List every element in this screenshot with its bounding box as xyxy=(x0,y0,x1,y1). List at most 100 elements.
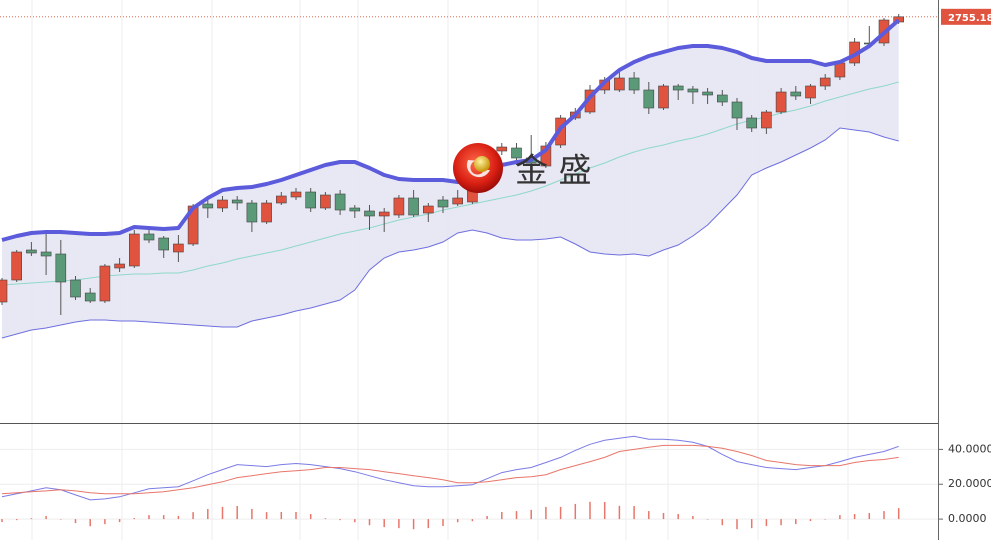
last-price-box xyxy=(941,8,991,25)
candle-body xyxy=(408,197,419,216)
histogram-bar xyxy=(736,519,738,530)
histogram-bar xyxy=(207,508,209,520)
histogram-bar xyxy=(324,518,327,520)
histogram-bar xyxy=(486,515,488,520)
candle-body xyxy=(834,62,846,78)
histogram-bar xyxy=(442,519,444,527)
histogram-bar xyxy=(221,506,224,520)
histogram-bar xyxy=(883,511,885,520)
histogram-bar xyxy=(74,519,77,524)
histogram-bar xyxy=(795,519,797,525)
candle-body xyxy=(437,199,449,208)
histogram-bar xyxy=(236,506,238,520)
histogram-bar xyxy=(677,514,679,520)
candle-body xyxy=(819,77,831,87)
histogram-bar xyxy=(192,512,194,520)
histogram-bar xyxy=(824,519,826,520)
histogram-bar xyxy=(368,519,371,526)
candle-body xyxy=(0,279,8,303)
candle-body xyxy=(202,203,214,209)
macd-line xyxy=(1,435,899,501)
histogram-bar xyxy=(89,519,91,527)
candle-body xyxy=(422,205,434,214)
candle-body xyxy=(452,197,464,205)
histogram-bar xyxy=(177,515,180,520)
histogram-bar xyxy=(471,519,474,522)
candle-body xyxy=(378,211,390,217)
band-line xyxy=(1,18,901,242)
histogram-bar xyxy=(721,519,724,526)
candle-body xyxy=(643,89,655,109)
macd-line xyxy=(1,444,899,495)
last-price-label: 2755.18 xyxy=(948,13,991,24)
histogram-bar xyxy=(809,519,812,522)
histogram-bar xyxy=(133,518,136,520)
histogram-bar xyxy=(104,519,106,525)
candle-body xyxy=(143,233,155,241)
band-line xyxy=(1,127,899,339)
histogram-bar xyxy=(868,512,871,520)
candle-body xyxy=(349,207,361,212)
histogram-bar xyxy=(354,519,356,523)
histogram-bar xyxy=(60,519,62,520)
histogram-bar xyxy=(765,519,768,527)
candle-body xyxy=(364,210,375,217)
histogram-bar xyxy=(45,515,47,520)
candle-body xyxy=(246,202,258,223)
histogram-bar xyxy=(853,514,856,520)
candle-body xyxy=(731,101,743,119)
candle-body xyxy=(702,91,713,96)
histogram-bar xyxy=(618,505,621,520)
histogram-bar xyxy=(633,506,635,520)
histogram-bar xyxy=(589,501,591,520)
candle-body xyxy=(70,279,81,298)
histogram-bar xyxy=(265,512,268,520)
candle-body xyxy=(716,94,728,103)
candle-body xyxy=(614,77,625,91)
logo-swirl xyxy=(466,160,490,178)
watermark-text: 金 盛 xyxy=(515,151,592,190)
candle-body xyxy=(305,191,317,209)
candle-body xyxy=(393,197,405,216)
candle-body xyxy=(672,85,684,91)
histogram-bar xyxy=(559,506,562,520)
candle-body xyxy=(687,88,699,93)
histogram-bar xyxy=(750,519,753,529)
histogram-bar xyxy=(530,509,532,520)
candle-body xyxy=(26,249,37,254)
candle-body xyxy=(511,147,522,159)
candle-body xyxy=(496,146,508,152)
candle-body xyxy=(320,194,331,209)
candle-body xyxy=(334,193,346,211)
candle-body xyxy=(158,237,169,251)
histogram-bar xyxy=(662,512,665,520)
y-tick-label: 0.0000 xyxy=(948,512,987,525)
histogram-bar xyxy=(295,511,297,520)
histogram-bar xyxy=(162,515,165,520)
histogram-bar xyxy=(30,518,33,520)
histogram-bar xyxy=(706,519,709,520)
histogram-bar xyxy=(398,519,400,529)
histogram-bar xyxy=(383,519,385,528)
histogram-bar xyxy=(412,519,415,530)
histogram-bar xyxy=(897,508,900,520)
candle-body xyxy=(40,251,52,257)
y-tick-label: 20.0000 xyxy=(948,477,991,490)
histogram-bar xyxy=(148,515,150,520)
histogram-bar xyxy=(545,506,547,520)
candle-body xyxy=(746,117,758,129)
logo-dot xyxy=(474,156,490,172)
candle-body xyxy=(55,253,67,283)
histogram-bar xyxy=(251,508,253,520)
histogram-bar xyxy=(839,515,841,520)
candle-body xyxy=(173,243,184,253)
candle-body xyxy=(129,233,140,267)
histogram-bar xyxy=(692,515,694,520)
histogram-bar xyxy=(574,503,577,520)
histogram-bar xyxy=(309,514,312,520)
candle-body xyxy=(775,91,787,113)
histogram-bar xyxy=(1,519,3,523)
candle-body xyxy=(99,265,111,302)
histogram-bar xyxy=(501,511,503,520)
